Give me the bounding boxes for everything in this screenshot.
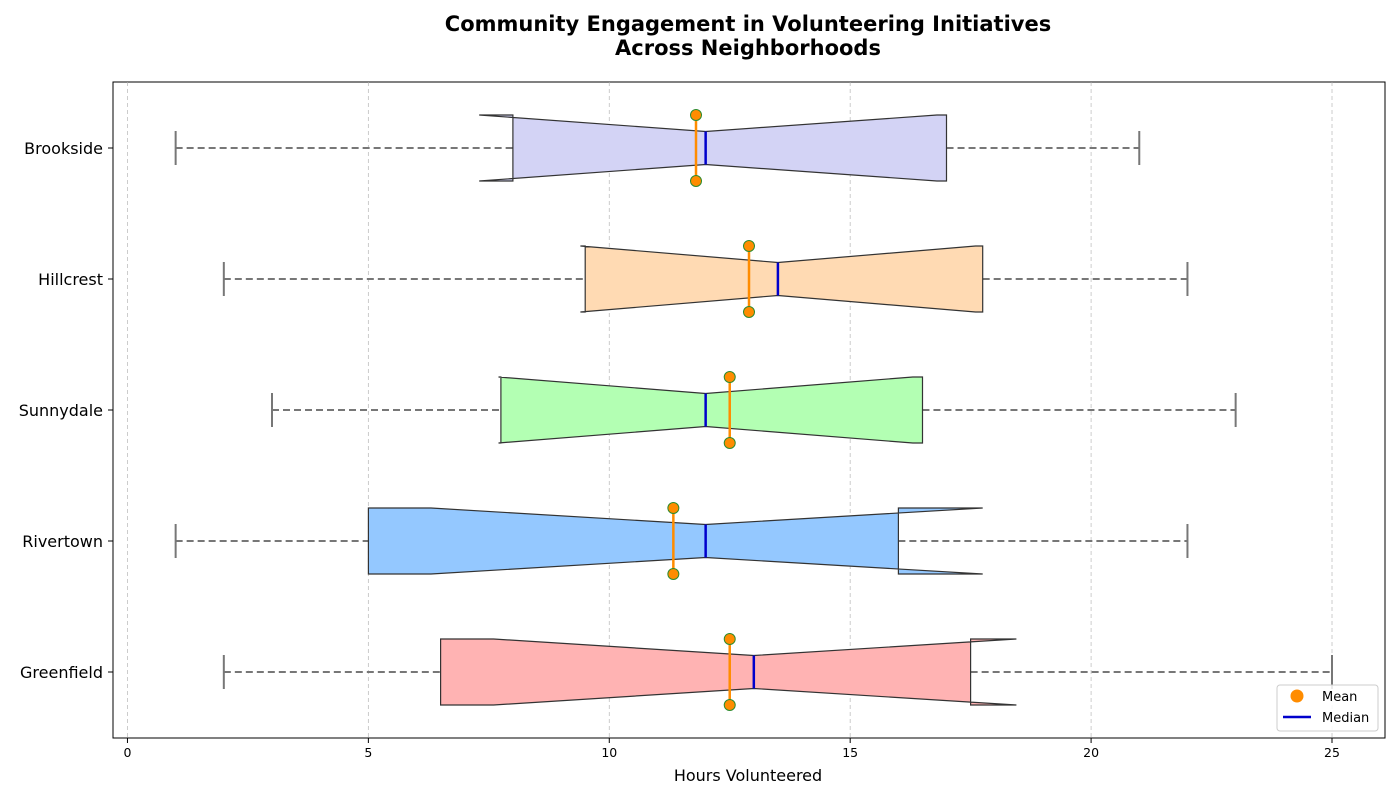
y-tick-label-greenfield: Greenfield — [20, 663, 103, 682]
mean-marker-bottom-sunnydale — [723, 437, 736, 449]
box-group-greenfield: Greenfield — [20, 633, 1333, 711]
x-tick-label-15: 15 — [842, 745, 858, 760]
mean-marker-top-brookside — [690, 109, 702, 121]
box-sunnydale — [498, 376, 924, 444]
x-axis-label: Hours Volunteered — [674, 766, 822, 785]
mean-marker-top-hillcrest — [743, 240, 755, 252]
mean-marker-bottom-hillcrest — [743, 306, 755, 318]
box-rivertown — [367, 507, 983, 575]
legend-median-label: Median — [1322, 711, 1369, 726]
y-tick-label-brookside: Brookside — [24, 139, 103, 158]
box-group-sunnydale: Sunnydale — [19, 371, 1237, 449]
plot-area: 0 5 10 15 20 25 Brookside Hillcrest Sunnydale Riv… — [19, 81, 1386, 760]
legend-mean-marker — [1290, 689, 1304, 703]
legend: Mean Median — [1276, 684, 1379, 732]
mean-marker-top-sunnydale — [723, 371, 736, 383]
x-tick-label-0: 0 — [123, 745, 131, 760]
box-group-brookside: Brookside — [24, 109, 1141, 187]
mean-marker-bottom-brookside — [690, 175, 702, 187]
legend-mean-label: Mean — [1322, 690, 1357, 705]
box-group-rivertown: Rivertown — [22, 502, 1189, 580]
mean-marker-top-rivertown — [667, 502, 680, 514]
x-tick-label-10: 10 — [601, 745, 617, 760]
chart-title-line-2: Across Neighborhoods — [615, 36, 881, 60]
mean-marker-top-greenfield — [723, 633, 736, 645]
y-tick-label-hillcrest: Hillcrest — [38, 270, 103, 289]
box-brookside — [479, 114, 948, 182]
x-tick-label-20: 20 — [1083, 745, 1099, 760]
chart-title-line-1: Community Engagement in Volunteering Ini… — [445, 12, 1051, 36]
x-tick-label-5: 5 — [364, 745, 372, 760]
mean-marker-bottom-rivertown — [667, 568, 680, 580]
box-group-hillcrest: Hillcrest — [38, 240, 1189, 318]
y-tick-label-rivertown: Rivertown — [22, 532, 103, 551]
y-tick-label-sunnydale: Sunnydale — [19, 401, 103, 420]
mean-marker-bottom-greenfield — [723, 699, 736, 711]
x-tick-label-25: 25 — [1324, 745, 1340, 760]
box-hillcrest — [580, 245, 984, 313]
